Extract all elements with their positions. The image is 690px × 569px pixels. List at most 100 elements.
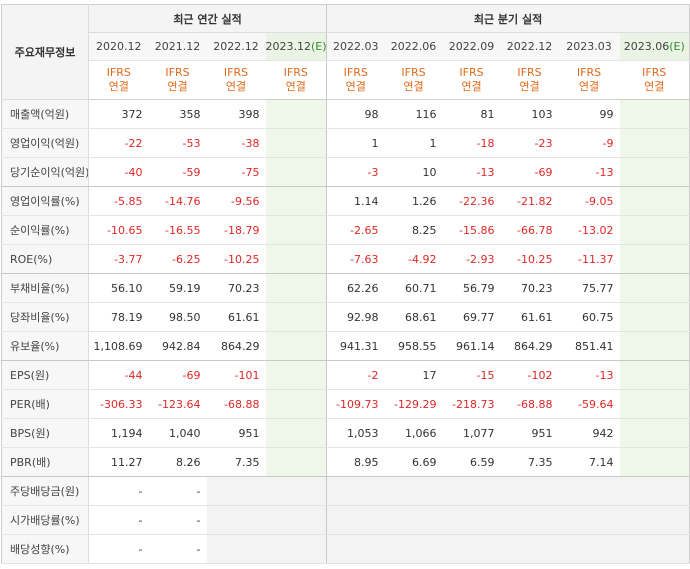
period-label: 2021.12 — [154, 40, 201, 53]
ifrs-label: IFRS — [642, 66, 667, 79]
value-cell: 17 — [384, 360, 443, 390]
value-cell: 116 — [384, 99, 443, 129]
row-label: PER(배) — [1, 389, 89, 419]
value-cell: -109.73 — [326, 389, 385, 419]
consolidated-label: 연결 — [644, 80, 665, 93]
ifrs-header: IFRS 연결 — [206, 60, 266, 100]
table-row: 당좌비율(%) 78.19 98.50 61.61 92.98 68.61 69.77 61.… — [1, 302, 690, 332]
consolidated-label: 연결 — [345, 80, 366, 93]
value-cell: -129.29 — [384, 389, 443, 419]
consolidated-label: 연결 — [519, 80, 540, 93]
value-cell: -3 — [326, 157, 385, 187]
value-cell: -75 — [206, 157, 266, 187]
value-cell: - — [88, 505, 149, 535]
period-label: 2022.06 — [390, 40, 437, 53]
value-cell — [265, 128, 328, 158]
estimate-tag: (E) — [669, 40, 685, 53]
value-cell: -44 — [88, 360, 149, 390]
value-cell: -9.56 — [206, 186, 266, 216]
value-cell — [265, 186, 328, 216]
row-label: BPS(원) — [1, 418, 89, 448]
value-cell — [326, 476, 385, 506]
value-cell: -102 — [500, 360, 559, 390]
value-cell — [265, 447, 328, 477]
ifrs-header: IFRS 연결 — [558, 60, 620, 100]
value-cell — [619, 447, 690, 477]
consolidated-label: 연결 — [578, 80, 600, 93]
ifrs-label: IFRS — [283, 66, 308, 79]
value-cell — [619, 157, 690, 187]
period-label: 2022.12 — [506, 40, 553, 53]
value-cell: 98.50 — [148, 302, 207, 332]
value-cell: -6.25 — [148, 244, 207, 274]
value-cell: -22.36 — [442, 186, 501, 216]
ifrs-header: IFRS 연결 — [148, 60, 207, 100]
value-cell: -69 — [148, 360, 207, 390]
value-cell — [500, 505, 559, 535]
ifrs-header: IFRS 연결 — [265, 60, 328, 100]
table-row: 시가배당률(%) - - — [1, 505, 690, 535]
value-cell: 78.19 — [88, 302, 149, 332]
value-cell: -9.05 — [558, 186, 620, 216]
value-cell: -22 — [88, 128, 149, 158]
table-row: 유보율(%) 1,108.69 942.84 864.29 941.31 958.55 96… — [1, 331, 690, 361]
ifrs-header: IFRS 연결 — [619, 60, 690, 100]
value-cell: - — [88, 534, 149, 564]
period-header: 2020.12 — [88, 32, 149, 61]
ifrs-header: IFRS 연결 — [442, 60, 501, 100]
value-cell: -10.25 — [206, 244, 266, 274]
value-cell: -66.78 — [500, 215, 559, 245]
value-cell — [326, 534, 385, 564]
value-cell: -11.37 — [558, 244, 620, 274]
value-cell: -69 — [500, 157, 559, 187]
table-row: ROE(%) -3.77 -6.25 -10.25 -7.63 -4.92 -2.93 -10… — [1, 244, 690, 274]
value-cell: 61.61 — [500, 302, 559, 332]
value-cell — [265, 273, 328, 303]
value-cell: -59 — [148, 157, 207, 187]
value-cell: 75.77 — [558, 273, 620, 303]
value-cell — [384, 505, 443, 535]
ifrs-label: IFRS — [343, 66, 368, 79]
value-cell: -16.55 — [148, 215, 207, 245]
value-cell: -2.93 — [442, 244, 501, 274]
period-header: 2022.12 — [206, 32, 266, 61]
value-cell: 951 — [206, 418, 266, 448]
period-header: 2021.12 — [148, 32, 207, 61]
value-cell: 98 — [326, 99, 385, 129]
value-cell: 61.61 — [206, 302, 266, 332]
value-cell: - — [88, 476, 149, 506]
value-cell — [265, 157, 328, 187]
value-cell: 942.84 — [148, 331, 207, 361]
value-cell: 69.77 — [442, 302, 501, 332]
value-cell — [619, 331, 690, 361]
value-cell — [206, 476, 266, 506]
value-cell: -15 — [442, 360, 501, 390]
value-cell: -10.65 — [88, 215, 149, 245]
row-label: 부채비율(%) — [1, 273, 89, 303]
corner-label: 주요재무정보 — [1, 4, 89, 100]
value-cell — [442, 505, 501, 535]
value-cell — [619, 389, 690, 419]
value-cell: 1.26 — [384, 186, 443, 216]
value-cell: 1.14 — [326, 186, 385, 216]
row-label: PBR(배) — [1, 447, 89, 477]
value-cell: -7.63 — [326, 244, 385, 274]
ifrs-label: IFRS — [106, 66, 131, 79]
period-label: 2020.12 — [96, 40, 142, 53]
value-cell — [619, 215, 690, 245]
value-cell — [265, 505, 328, 535]
value-cell: 7.14 — [558, 447, 620, 477]
value-cell — [558, 505, 620, 535]
period-header: 2022.03 — [326, 32, 385, 61]
value-cell: -10.25 — [500, 244, 559, 274]
value-cell: 60.71 — [384, 273, 443, 303]
value-cell — [384, 534, 443, 564]
value-cell: -306.33 — [88, 389, 149, 419]
value-cell: 1,053 — [326, 418, 385, 448]
value-cell — [206, 534, 266, 564]
value-cell — [619, 128, 690, 158]
value-cell — [384, 476, 443, 506]
value-cell: -23 — [500, 128, 559, 158]
consolidated-label: 연결 — [167, 80, 188, 93]
value-cell: 8.26 — [148, 447, 207, 477]
